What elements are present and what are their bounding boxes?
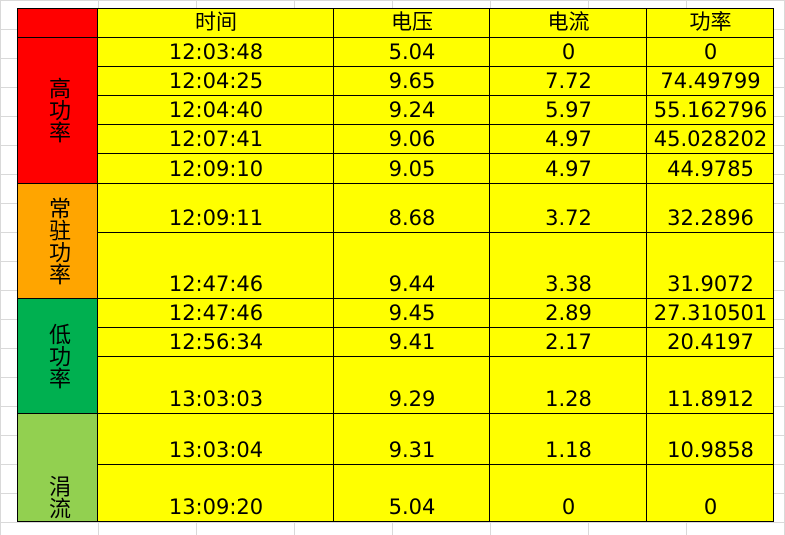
cell-current[interactable]: 0: [490, 464, 647, 521]
cell-current[interactable]: 3.38: [490, 232, 647, 298]
cell-current[interactable]: 5.97: [490, 95, 647, 124]
cell-voltage[interactable]: 9.41: [334, 327, 490, 356]
cell-current[interactable]: 1.18: [490, 413, 647, 464]
cell-time[interactable]: 12:03:48: [98, 37, 334, 66]
header-current[interactable]: 电流: [490, 8, 647, 37]
cell-power[interactable]: 11.8912: [647, 356, 774, 413]
cell-voltage[interactable]: 9.45: [334, 298, 490, 327]
cell-current[interactable]: 2.17: [490, 327, 647, 356]
cell-voltage[interactable]: 9.65: [334, 66, 490, 95]
cell-voltage[interactable]: 9.44: [334, 232, 490, 298]
cell-voltage[interactable]: 9.05: [334, 153, 490, 183]
cell-voltage[interactable]: 8.68: [334, 183, 490, 232]
group-label: 高功率: [45, 77, 70, 143]
cell-power[interactable]: 45.028202: [647, 124, 774, 153]
cell-power[interactable]: 27.310501: [647, 298, 774, 327]
group-trickle[interactable]: 涓流: [17, 413, 98, 521]
cell-time[interactable]: 12:09:11: [98, 183, 334, 232]
cell-voltage[interactable]: 9.29: [334, 356, 490, 413]
cell-power[interactable]: 20.4197: [647, 327, 774, 356]
corner-cell[interactable]: [17, 8, 98, 37]
cell-power[interactable]: 55.162796: [647, 95, 774, 124]
cell-time[interactable]: 12:04:40: [98, 95, 334, 124]
cell-power[interactable]: 44.9785: [647, 153, 774, 183]
cell-current[interactable]: 1.28: [490, 356, 647, 413]
cell-time[interactable]: 12:07:41: [98, 124, 334, 153]
cell-voltage[interactable]: 5.04: [334, 37, 490, 66]
group-label: 常驻功率: [45, 196, 70, 285]
cell-current[interactable]: 3.72: [490, 183, 647, 232]
cell-time[interactable]: 13:03:03: [98, 356, 334, 413]
cell-current[interactable]: 4.97: [490, 153, 647, 183]
cell-current[interactable]: 2.89: [490, 298, 647, 327]
cell-time[interactable]: 12:56:34: [98, 327, 334, 356]
cell-time[interactable]: 12:04:25: [98, 66, 334, 95]
cell-power[interactable]: 32.2896: [647, 183, 774, 232]
cell-time[interactable]: 12:47:46: [98, 298, 334, 327]
cell-current[interactable]: 4.97: [490, 124, 647, 153]
cell-voltage[interactable]: 9.31: [334, 413, 490, 464]
header-voltage[interactable]: 电压: [334, 8, 490, 37]
cell-power[interactable]: 31.9072: [647, 232, 774, 298]
cell-time[interactable]: 12:09:10: [98, 153, 334, 183]
cell-current[interactable]: 7.72: [490, 66, 647, 95]
cell-power[interactable]: 10.9858: [647, 413, 774, 464]
group-low-power[interactable]: 低功率: [17, 298, 98, 413]
cell-voltage[interactable]: 9.06: [334, 124, 490, 153]
cell-time[interactable]: 13:09:20: [98, 464, 334, 521]
group-label: 低功率: [45, 322, 70, 389]
cell-voltage[interactable]: 5.04: [334, 464, 490, 521]
group-resident-power[interactable]: 常驻功率: [17, 183, 98, 298]
header-time[interactable]: 时间: [98, 8, 334, 37]
cell-power[interactable]: 0: [647, 464, 774, 521]
cell-power[interactable]: 0: [647, 37, 774, 66]
cell-time[interactable]: 13:03:04: [98, 413, 334, 464]
group-high-power[interactable]: 高功率: [17, 37, 98, 183]
cell-current[interactable]: 0: [490, 37, 647, 66]
cell-voltage[interactable]: 9.24: [334, 95, 490, 124]
cell-time[interactable]: 12:47:46: [98, 232, 334, 298]
group-label: 涓流: [45, 475, 70, 519]
header-power[interactable]: 功率: [647, 8, 774, 37]
cell-power[interactable]: 74.49799: [647, 66, 774, 95]
